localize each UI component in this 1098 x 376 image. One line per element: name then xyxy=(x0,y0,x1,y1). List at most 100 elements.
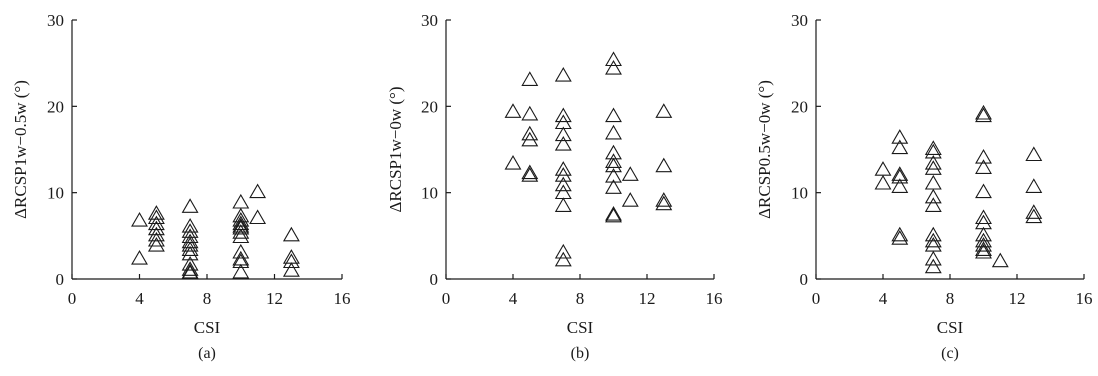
data-point-triangle xyxy=(181,198,199,213)
data-point-triangle xyxy=(605,153,622,168)
x-tick-label: 12 xyxy=(1009,289,1026,308)
data-point-triangle xyxy=(181,245,199,261)
data-point-triangle xyxy=(504,154,522,170)
data-point-triangle xyxy=(891,226,909,242)
x-tick-label: 4 xyxy=(879,289,888,308)
y-tick-label: 30 xyxy=(791,11,808,30)
y-tick-label: 30 xyxy=(47,11,64,30)
data-point-triangle xyxy=(232,217,250,233)
x-tick-label: 12 xyxy=(266,289,283,308)
data-point-triangle xyxy=(521,71,539,86)
data-point-triangle xyxy=(655,157,673,173)
data-point-triangle xyxy=(147,236,165,252)
data-point-triangle xyxy=(975,226,992,242)
data-point-triangle xyxy=(147,226,165,242)
data-point-triangle xyxy=(655,195,673,211)
data-point-triangle xyxy=(521,164,539,180)
panel-label: (b) xyxy=(571,345,590,362)
data-point-triangle xyxy=(147,205,165,220)
data-point-triangle xyxy=(605,179,622,194)
data-point-triangle xyxy=(181,228,199,244)
panel-3: 0 10 20 30 0 4 8 12 16 CSI ΔRCSP0.5w−0w (°) (c) xyxy=(755,11,1093,362)
data-point-triangle xyxy=(924,197,942,212)
data-point-triangle xyxy=(924,160,942,175)
data-point-triangle xyxy=(554,197,572,212)
data-point-triangle xyxy=(147,220,165,236)
data-point-triangle xyxy=(232,263,250,279)
x-axis-title: CSI xyxy=(937,318,964,337)
y-tick-label: 10 xyxy=(791,184,808,203)
panel-label: (a) xyxy=(198,345,216,362)
data-point-triangle xyxy=(554,107,572,123)
data-point-triangle xyxy=(554,176,572,192)
data-point-triangle xyxy=(232,243,250,259)
x-tick-label: 4 xyxy=(135,289,144,308)
data-point-triangle xyxy=(554,167,572,182)
data-point-triangle xyxy=(181,261,199,276)
data-point-triangle xyxy=(975,104,992,120)
y-tick-label: 30 xyxy=(421,11,438,30)
data-point-triangle xyxy=(874,174,892,190)
data-point-triangle xyxy=(924,236,942,252)
data-point-triangle xyxy=(521,167,539,182)
data-point-triangle xyxy=(924,250,942,266)
data-point-triangle xyxy=(605,167,622,183)
y-tick-label: 20 xyxy=(47,97,64,116)
panel-2: 0 10 20 30 0 4 8 12 16 CSI ΔRCSP1w−0w (°) (b) xyxy=(386,11,723,362)
data-point-triangle xyxy=(975,159,992,174)
data-point-triangle xyxy=(147,231,165,247)
data-point-triangle xyxy=(249,183,267,199)
data-point-triangle xyxy=(554,135,572,151)
data-point-triangle xyxy=(605,207,622,223)
data-point-triangle xyxy=(232,228,250,244)
data-point-triangle xyxy=(605,157,622,173)
data-point-triangle xyxy=(891,129,909,144)
data-point-triangle xyxy=(991,252,1009,268)
y-tick-label: 0 xyxy=(800,270,809,289)
data-point-triangle xyxy=(924,258,942,274)
data-point-triangle xyxy=(232,193,250,209)
data-point-triangle xyxy=(131,249,148,265)
data-point-triangle xyxy=(554,251,572,267)
y-tick-label: 10 xyxy=(47,184,64,203)
y-tick-label: 20 xyxy=(421,97,438,116)
data-point-triangle xyxy=(621,166,639,181)
data-point-triangle xyxy=(924,140,942,155)
panel-1: 0 10 20 30 0 4 8 12 16 CSI ΔRCSP1w−0.5w (°) (a) xyxy=(11,11,351,362)
data-point-triangle xyxy=(924,188,942,204)
data-point-triangle xyxy=(282,253,300,269)
data-point-triangle xyxy=(282,262,300,277)
x-axis-title: CSI xyxy=(194,318,221,337)
data-point-triangle xyxy=(232,224,250,239)
y-tick-label: 0 xyxy=(56,270,65,289)
data-point-triangle xyxy=(1025,208,1043,224)
data-point-triangle xyxy=(891,178,909,193)
data-point-triangle xyxy=(975,241,992,256)
data-point-triangle xyxy=(655,103,673,118)
data-point-triangle xyxy=(605,144,622,160)
x-tick-label: 4 xyxy=(509,289,518,308)
data-point-triangle xyxy=(891,139,909,155)
data-point-triangle xyxy=(181,264,199,280)
data-point-triangle xyxy=(924,143,942,159)
y-axis-title: ΔRCSP1w−0w (°) xyxy=(386,86,405,212)
data-point-triangle xyxy=(605,107,622,123)
data-point-triangle xyxy=(1025,204,1043,219)
x-tick-label: 16 xyxy=(1076,289,1093,308)
data-point-triangle xyxy=(975,232,992,248)
x-tick-label: 8 xyxy=(946,289,955,308)
x-tick-label: 8 xyxy=(576,289,585,308)
data-point-triangle xyxy=(1025,178,1043,193)
data-point-triangle xyxy=(605,59,622,75)
data-point-triangle xyxy=(249,209,267,225)
data-point-triangle xyxy=(232,253,250,269)
data-point-triangle xyxy=(181,241,199,256)
data-point-triangle xyxy=(521,125,539,141)
x-tick-label: 0 xyxy=(442,289,451,308)
x-tick-label: 16 xyxy=(706,289,723,308)
y-axis-title: ΔRCSP1w−0.5w (°) xyxy=(11,80,30,219)
data-point-triangle xyxy=(181,217,199,233)
data-point-triangle xyxy=(605,205,622,221)
data-point-triangle xyxy=(181,255,199,271)
